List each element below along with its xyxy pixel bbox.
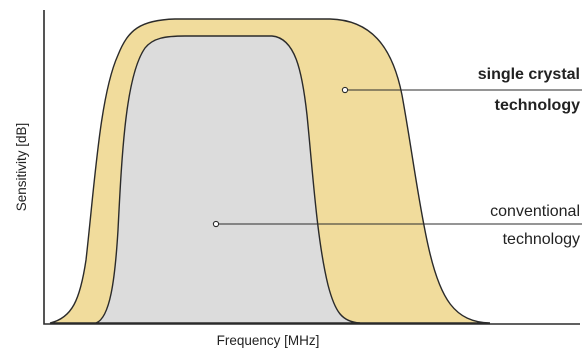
conventional-label-line2: technology — [503, 231, 580, 248]
x-axis-label: Frequency [MHz] — [217, 333, 320, 348]
single-crystal-marker — [341, 86, 349, 94]
y-axis-label: Sensitivity [dB] — [14, 123, 29, 212]
conventional-marker — [212, 220, 220, 228]
conventional-curve — [95, 35, 361, 324]
conventional-label-line1: conventional — [490, 203, 580, 220]
single-crystal-label-line2: technology — [495, 97, 580, 114]
single-crystal-label-line1: single crystal — [478, 66, 580, 83]
axes — [43, 10, 580, 325]
